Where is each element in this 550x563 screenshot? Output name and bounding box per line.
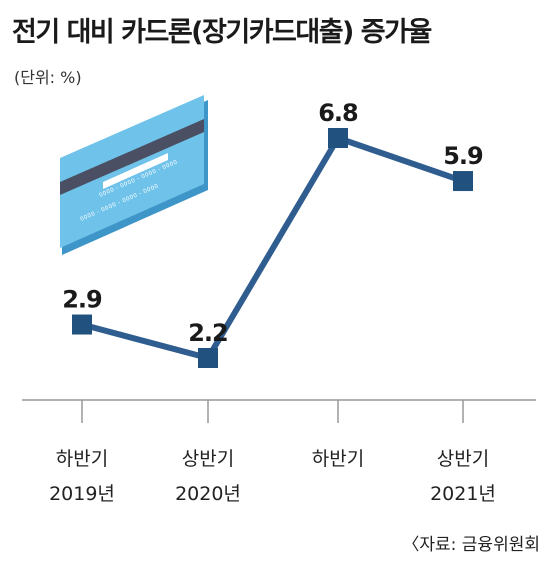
data-point-marker <box>328 128 348 148</box>
data-label: 2.2 <box>188 319 228 347</box>
data-point-marker <box>198 348 218 368</box>
data-label: 6.8 <box>318 99 358 127</box>
source-note: 〈자료: 금융위원회 <box>402 535 540 555</box>
card-signature-box <box>103 153 168 189</box>
data-point-marker <box>72 314 92 335</box>
card-stripe <box>60 119 204 195</box>
data-label: 2.9 <box>62 286 102 314</box>
series-line <box>81 135 464 361</box>
x-tick-label: 하반기 <box>56 448 108 470</box>
chart-title: 전기 대비 카드론(장기카드대출) 증가율 <box>12 17 432 48</box>
x-tick-label-year: 2020년 <box>175 483 241 505</box>
data-label: 5.9 <box>443 142 483 170</box>
x-tick-label-year: 2021년 <box>430 483 496 505</box>
x-axis-labels: 하반기 2019년 상반기 2020년 하반기 상반기 2021년 <box>49 448 496 505</box>
unit-label: (단위: %) <box>14 68 82 87</box>
credit-card-icon: 0000 - 0000 - 0000 - 0000 0000 - 0000 - … <box>60 95 208 255</box>
data-points <box>72 128 473 368</box>
x-tick-label: 상반기 <box>182 448 234 470</box>
data-point-marker <box>453 171 473 192</box>
series-growth-rate <box>81 135 464 361</box>
x-tick-label-year: 2019년 <box>49 483 115 505</box>
data-labels: 2.9 2.2 6.8 5.9 <box>62 99 484 347</box>
x-tick-label: 상반기 <box>437 448 489 470</box>
x-axis-ticks <box>81 400 464 423</box>
x-tick-label: 하반기 <box>312 448 364 470</box>
